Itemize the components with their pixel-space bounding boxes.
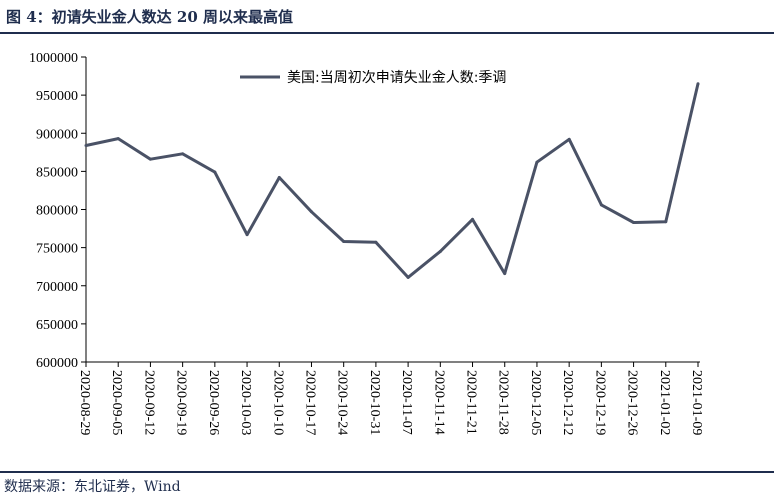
x-tick-label: 2020-12-12 xyxy=(560,370,575,435)
y-tick-label: 700000 xyxy=(36,280,78,295)
data-point xyxy=(503,272,507,276)
x-tick-label: 2020-09-19 xyxy=(174,370,189,435)
data-point xyxy=(116,137,120,141)
legend-label: 美国:当周初次申请失业金人数:季调 xyxy=(287,69,506,86)
x-tick-label: 2020-10-10 xyxy=(270,370,285,435)
data-point xyxy=(277,175,281,179)
y-tick-label: 850000 xyxy=(36,165,78,180)
x-tick-label: 2020-10-17 xyxy=(302,370,317,435)
chart-series xyxy=(84,82,700,279)
x-tick-label: 2020-11-28 xyxy=(496,370,511,435)
x-tick-label: 2020-12-26 xyxy=(625,370,640,435)
chart-legend: 美国:当周初次申请失业金人数:季调 xyxy=(240,69,506,86)
top-rule xyxy=(0,32,774,34)
y-tick-label: 900000 xyxy=(36,127,78,142)
x-tick-label: 2020-08-29 xyxy=(77,370,92,435)
x-tick-label: 2021-01-02 xyxy=(657,370,672,435)
series-line xyxy=(85,83,700,279)
line-chart: 600000 650000 700000 750000 800000 850000 9000… xyxy=(29,51,704,435)
y-tick-label: 950000 xyxy=(36,89,78,104)
data-point xyxy=(471,217,475,221)
x-tick-label: 2020-11-21 xyxy=(464,370,479,435)
data-point xyxy=(567,137,571,141)
figure-title: 图 4：初请失业金人数达 20 周以来最高值 xyxy=(6,8,293,26)
data-point xyxy=(599,203,603,207)
x-tick-label: 2020-09-26 xyxy=(206,370,221,435)
y-tick-label: 600000 xyxy=(36,356,78,371)
data-point xyxy=(438,249,442,253)
x-tick-label: 2020-11-14 xyxy=(431,370,446,435)
data-point xyxy=(374,240,378,244)
data-point xyxy=(213,170,217,174)
y-tick-label: 1000000 xyxy=(29,51,78,66)
x-axis-ticks: 2020-08-29 2020-09-05 2020-09-12 2020-09-19… xyxy=(77,362,704,435)
data-point xyxy=(148,157,152,161)
x-tick-label: 2020-09-05 xyxy=(109,370,124,435)
data-point xyxy=(309,210,313,214)
data-point xyxy=(406,275,410,279)
y-tick-label: 750000 xyxy=(36,242,78,257)
x-tick-label: 2020-10-03 xyxy=(238,370,253,435)
x-tick-label: 2020-10-24 xyxy=(335,370,350,435)
x-tick-label: 2020-09-12 xyxy=(141,370,156,435)
data-point xyxy=(696,82,700,86)
data-point xyxy=(84,143,88,147)
y-tick-label: 650000 xyxy=(36,318,78,333)
data-point xyxy=(664,220,668,224)
x-tick-label: 2020-12-05 xyxy=(528,370,543,435)
y-tick-label: 800000 xyxy=(36,204,78,219)
source-note: 数据来源：东北证券，Wind xyxy=(4,479,181,495)
x-tick-label: 2020-11-07 xyxy=(399,370,414,435)
y-axis-ticks: 600000 650000 700000 750000 800000 850000 9000… xyxy=(29,51,86,371)
bottom-rule xyxy=(0,471,774,473)
x-tick-label: 2020-12-19 xyxy=(592,370,607,435)
x-tick-label: 2020-10-31 xyxy=(367,370,382,435)
data-point xyxy=(181,152,185,156)
data-point xyxy=(535,160,539,164)
x-tick-label: 2021-01-09 xyxy=(689,370,704,435)
data-point xyxy=(632,220,636,224)
data-point xyxy=(342,240,346,244)
data-point xyxy=(245,233,249,237)
